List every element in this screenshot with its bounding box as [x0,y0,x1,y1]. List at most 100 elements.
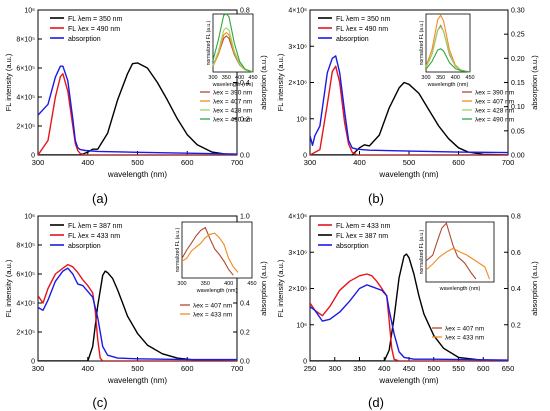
inset-series-line [212,13,254,73]
y-tick-label: 10⁶ [296,116,307,123]
inset-series-line [425,25,471,73]
y-tick-label: 8×10⁵ [16,243,35,250]
y-tick-label: 3×10⁶ [288,250,307,257]
y2-tick-label: 0.00 [511,153,525,160]
panel-label-c: (c) [92,395,107,410]
y2-tick-label: 0.10 [511,104,525,111]
legend-label: FL λex = 387 nm [336,233,388,240]
inset-frame [212,13,254,73]
inset-x-tick-label: 450 [247,281,256,287]
y2-tick-label: 1.0 [240,214,250,221]
inset-x-axis-label: wavelength (nm) [427,82,469,88]
inset-legend-label: λex = 390 nm [213,90,252,97]
inset-x-tick-label: 300 [208,75,217,81]
x-tick-label: 300 [32,364,45,373]
x-tick-label: 300 [304,158,317,167]
inset-series-line [425,48,471,73]
y2-axis-label: absorption (a.u.) [259,55,268,110]
inset-legend-label: λex = 407 nm [445,326,484,333]
inset-frame [181,221,253,279]
y2-tick-label: 0.2 [511,322,521,329]
inset-legend-label: λex = 490 nm [475,117,514,124]
y-tick-label: 6×10⁵ [16,66,35,73]
x-tick-label: 400 [81,364,94,373]
y2-tick-label: 0.2 [240,116,250,123]
inset-legend-label: λex = 407 nm [193,303,232,310]
y-tick-label: 4×10⁵ [16,95,35,102]
y-tick-label: 6×10⁵ [16,272,35,279]
chart-a: 300 400 500 600 700 0 2×10⁵ 4×10⁵ 6×10⁵ 8×10⁵ 10⁶ 0… [4,8,268,180]
x-tick-label: 400 [378,364,391,373]
x-axis-label: wavelength (nm) [107,170,167,179]
x-tick-label: 650 [502,364,515,373]
y-tick-label: 2×10⁶ [288,80,307,87]
series-line [38,65,237,155]
legend-label: FL λex = 490 nm [336,26,388,33]
inset-legend-label: λex = 428 nm [475,108,514,115]
x-tick-label: 600 [181,364,194,373]
x-tick-label: 500 [427,364,440,373]
y2-axis-label: absorption (a.u.) [259,261,268,316]
y-tick-label: 0 [31,359,35,366]
inset-y-axis-label: normalized FL (a.u.) [419,20,425,65]
inset-x-axis-label: wavelength (nm) [212,82,254,88]
y2-tick-label: 0.8 [240,8,250,15]
inset-legend-label: λex = 490 nm [213,117,252,124]
inset-x-tick-label: 450 [465,75,474,81]
x-tick-label: 400 [353,158,366,167]
inset-x-tick-label: 300 [421,75,430,81]
y2-tick-label: 0.0 [240,359,250,366]
inset-legend-label: λex = 433 nm [193,312,232,319]
inset-x-tick-label: 450 [248,75,257,81]
legend-label: absorption [336,243,369,250]
inset-x-tick-label: 300 [177,281,186,287]
inset-legend-label: λex = 433 nm [445,335,484,342]
x-tick-label: 300 [32,158,45,167]
y-axis-label: FL intensity (a.u.) [4,259,13,317]
x-tick-label: 600 [477,364,490,373]
inset-series-line [212,27,254,73]
chart-b: 300 400 500 600 700 0 10⁶ 2×10⁶ 3×10⁶ 4×10⁶ 0.00 0.… [276,8,539,180]
inset-y-axis-label: normalized FL (a.u.) [419,229,425,274]
y2-tick-label: 0.8 [511,214,521,221]
series-line [310,81,508,155]
inset-series-line [425,247,491,280]
legend-label: FL λem = 350 nm [336,16,391,23]
inset-x-tick-label: 400 [235,75,244,81]
x-tick-label: 250 [304,364,317,373]
series-line [38,267,237,361]
y-tick-label: 4×10⁶ [288,214,307,221]
legend-label: FL λem = 433 nm [336,223,391,230]
x-tick-label: 500 [131,364,144,373]
legend-label: absorption [336,36,369,43]
y-tick-label: 10⁶ [24,214,35,221]
inset-series-line [181,226,234,276]
y-tick-label: 2×10⁵ [16,330,35,337]
inset-x-tick-label: 350 [201,281,210,287]
inset-series-line [425,222,477,280]
y2-tick-label: 0.25 [511,32,525,39]
series-line [310,273,508,361]
x-tick-label: 300 [328,364,341,373]
inset-x-tick-label: 400 [224,281,233,287]
legend-label: FL λex = 433 nm [68,233,120,240]
y-axis-label: FL intensity (a.u.) [276,53,285,111]
y2-tick-label: 0.4 [240,80,250,87]
x-axis-label: wavelength (nm) [107,376,167,385]
y-tick-label: 0 [303,359,307,366]
y2-tick-label: 0.4 [240,301,250,308]
inset-y-axis-label: normalized FL (a.u.) [206,20,212,65]
y-tick-label: 3×10⁶ [288,44,307,51]
y-axis-label: FL intensity (a.u.) [4,53,13,111]
x-tick-label: 500 [131,158,144,167]
chart-c: 300 400 500 600 700 0 2×10⁵ 4×10⁵ 6×10⁵ 8×10⁵ 10⁶ 0… [4,214,268,386]
inset-legend-label: λex = 407 nm [213,99,252,106]
inset-x-tick-label: 400 [451,75,460,81]
y2-tick-label: 0.6 [511,250,521,257]
series-line [310,55,508,154]
y-tick-label: 10⁶ [296,322,307,329]
x-tick-label: 550 [452,364,465,373]
inset-series-line [181,232,239,273]
inset-legend-label: λex = 407 nm [475,99,514,106]
